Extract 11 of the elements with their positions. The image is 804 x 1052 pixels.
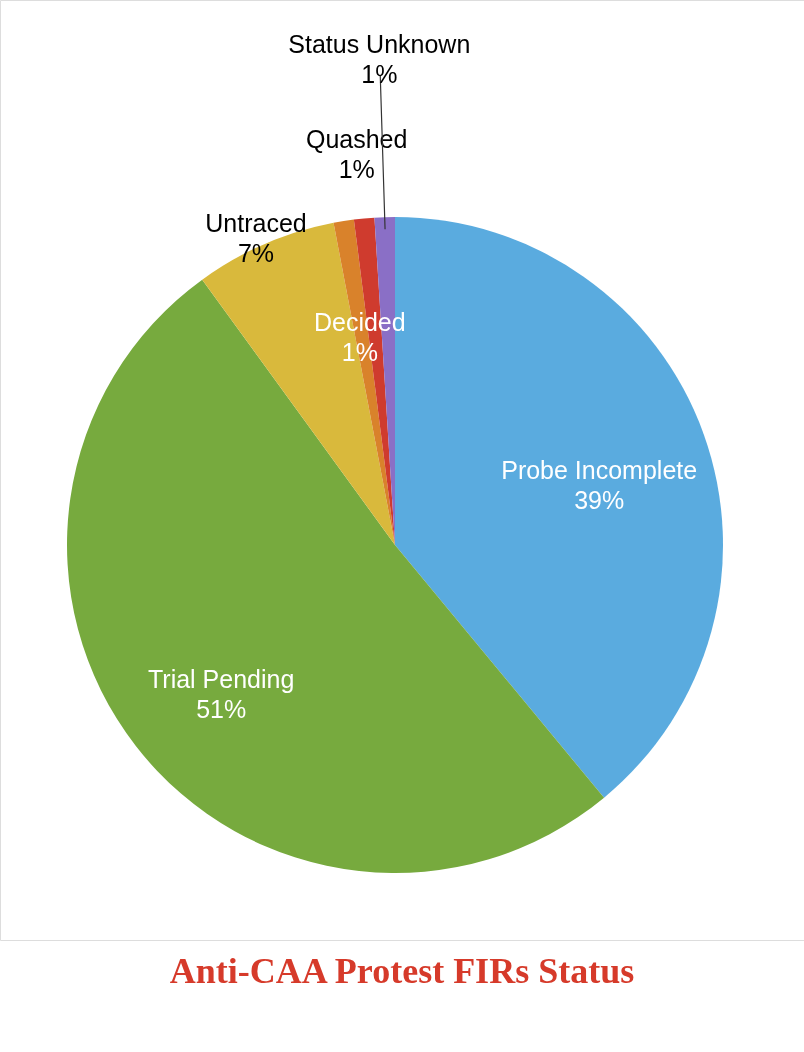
data-label: 1%	[341, 337, 378, 366]
slice-label: Probe Incomplete	[501, 456, 698, 485]
slice-label: Trial Pending	[147, 664, 295, 693]
text: Anti-CAA Protest FIRs Status	[169, 951, 635, 991]
data-label: 1%	[361, 60, 398, 89]
data-label: 51%	[196, 694, 247, 723]
slice-label: Status Unknown	[288, 30, 471, 59]
slice-label: Untraced	[205, 208, 307, 237]
data-label: 39%	[574, 486, 625, 515]
data-label: 1%	[338, 154, 375, 183]
data-label: 7%	[237, 238, 275, 267]
